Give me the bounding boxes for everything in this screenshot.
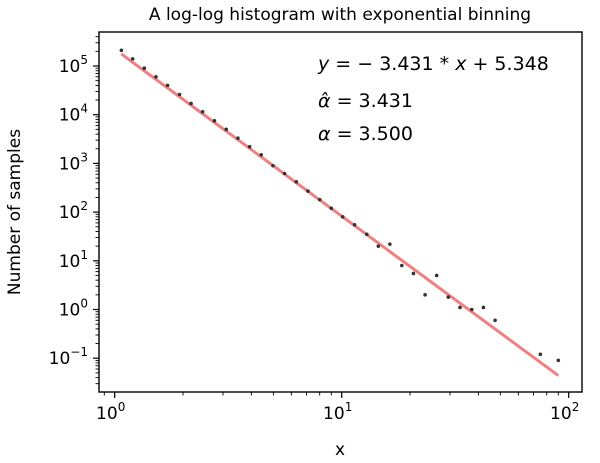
x-tick-label: 101	[323, 400, 352, 424]
y-tick-label: 104	[59, 102, 88, 126]
y-tick-label: 103	[59, 150, 88, 174]
data-point	[434, 273, 439, 278]
y-axis-label: Number of samples	[5, 129, 25, 295]
data-point	[119, 48, 124, 53]
data-point	[481, 305, 486, 310]
y-tick-label: 100	[59, 297, 88, 321]
data-point	[376, 244, 381, 248]
y-tick-label: 105	[59, 53, 88, 77]
x-axis-ticks: 100 101 102	[96, 392, 579, 424]
data-points	[119, 48, 561, 363]
annotation-fit-equation: y = − 3.431 * x + 5.348	[317, 53, 549, 75]
data-point	[294, 179, 299, 184]
data-point	[236, 136, 240, 140]
data-point	[224, 127, 229, 132]
data-point	[446, 295, 451, 299]
data-point	[212, 118, 217, 123]
data-point	[538, 352, 543, 357]
data-point	[340, 215, 345, 219]
data-point	[423, 293, 427, 297]
data-point	[200, 109, 205, 114]
x-tick-label: 100	[96, 400, 125, 424]
y-axis-ticks: 10−1 100 101 102 103 104 105	[49, 36, 99, 385]
data-point	[469, 307, 474, 312]
chart-title: A log-log histogram with exponential bin…	[149, 5, 531, 25]
data-point	[493, 318, 497, 323]
y-tick-label: 10−1	[49, 345, 88, 369]
data-point	[329, 206, 334, 211]
data-point	[154, 75, 158, 79]
data-point	[411, 271, 416, 276]
annotation-block: y = − 3.431 * x + 5.348 α̂ = 3.431 α = 3…	[317, 53, 549, 145]
data-point	[458, 305, 462, 310]
fit-line-segment	[120, 52, 560, 377]
data-point	[556, 358, 561, 363]
data-point	[317, 197, 322, 202]
x-tick-label: 102	[550, 400, 579, 424]
data-point	[352, 222, 357, 227]
annotation-alpha: α = 3.500	[318, 123, 413, 145]
data-point	[177, 92, 182, 97]
annotation-alpha-hat: α̂ = 3.431	[318, 90, 413, 112]
y-tick-label: 101	[59, 248, 88, 272]
data-point	[282, 171, 287, 176]
fit-line	[120, 52, 560, 377]
data-point	[259, 153, 264, 157]
data-point	[165, 83, 170, 88]
data-point	[388, 242, 392, 246]
data-point	[271, 163, 275, 168]
plot-area	[119, 48, 561, 377]
y-tick-label: 102	[59, 199, 88, 223]
data-point	[365, 232, 369, 237]
x-axis-label: x	[335, 440, 345, 460]
data-point	[400, 263, 404, 268]
data-point	[142, 66, 147, 71]
data-point	[189, 101, 193, 106]
data-point	[247, 144, 252, 149]
data-point	[306, 189, 310, 193]
data-point	[130, 57, 135, 61]
